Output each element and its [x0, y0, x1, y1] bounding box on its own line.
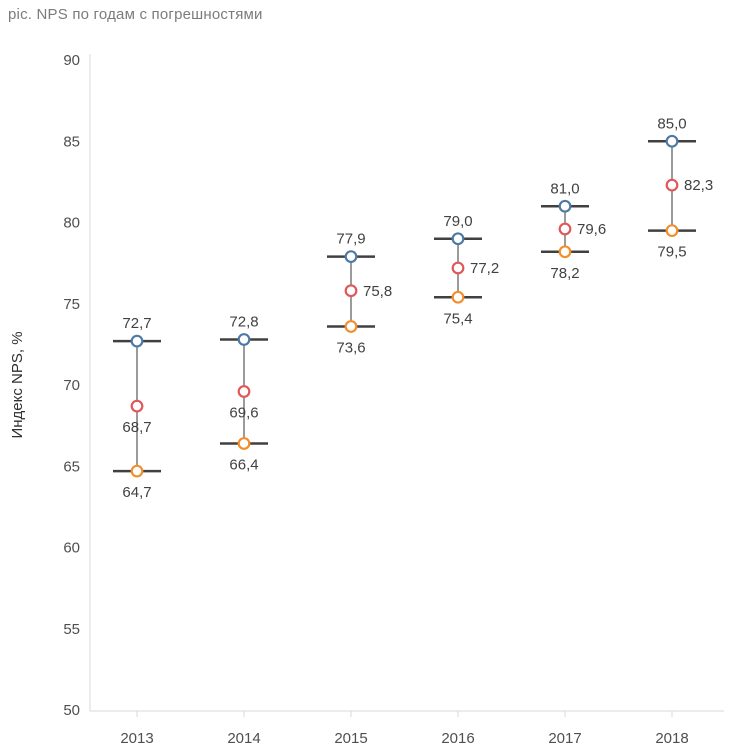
y-axis-title: Индекс NPS, %	[9, 331, 26, 438]
upper-bound-label: 72,7	[122, 315, 151, 332]
nps-midpoint-label: 75,8	[363, 283, 392, 300]
nps-midpoint-label: 79,6	[577, 221, 606, 238]
x-tick-label: 2018	[655, 730, 688, 747]
lower-bound-point	[130, 464, 144, 478]
lower-bound-point	[665, 224, 679, 238]
lower-bound-label: 79,5	[657, 244, 686, 261]
nps-midpoint-label: 69,6	[229, 405, 258, 422]
lower-bound-label: 78,2	[550, 265, 579, 282]
x-tick-label: 2014	[227, 730, 260, 747]
y-tick-label: 60	[63, 540, 80, 557]
lower-bound-label: 66,4	[229, 457, 258, 474]
chart-title: pic. NPS по годам с погрешностями	[8, 6, 263, 23]
lower-bound-label: 64,7	[122, 484, 151, 501]
nps-midpoint-point	[344, 284, 358, 298]
upper-bound-point	[451, 232, 465, 246]
upper-bound-point	[344, 250, 358, 264]
upper-bound-point	[237, 333, 251, 346]
x-tick-label: 2017	[548, 730, 581, 747]
y-tick-label: 65	[63, 458, 80, 475]
upper-bound-point	[558, 199, 572, 213]
lower-bound-label: 75,4	[443, 310, 472, 327]
nps-midpoint-point	[665, 178, 679, 192]
nps-midpoint-point	[451, 261, 465, 275]
nps-midpoint-point	[558, 222, 572, 236]
nps-midpoint-label: 77,2	[470, 260, 499, 277]
nps-midpoint-label: 68,7	[122, 419, 151, 436]
lower-bound-point	[344, 320, 358, 333]
lower-bound-point	[558, 245, 572, 259]
y-tick-label: 70	[63, 377, 80, 394]
lower-bound-point	[237, 437, 251, 450]
y-tick-label: 55	[63, 621, 80, 638]
upper-bound-label: 81,0	[550, 180, 579, 197]
upper-bound-label: 85,0	[657, 115, 686, 132]
lower-bound-point	[451, 290, 465, 304]
x-tick-label: 2016	[441, 730, 474, 747]
upper-bound-label: 77,9	[336, 231, 365, 248]
y-tick-label: 90	[63, 52, 80, 69]
upper-bound-label: 72,8	[229, 314, 258, 331]
upper-bound-point	[130, 334, 144, 348]
y-tick-label: 85	[63, 133, 80, 150]
nps-midpoint-label: 82,3	[684, 177, 713, 194]
upper-bound-label: 79,0	[443, 213, 472, 230]
lower-bound-label: 73,6	[336, 340, 365, 357]
nps-midpoint-point	[237, 385, 251, 398]
upper-bound-point	[665, 134, 679, 148]
y-tick-label: 80	[63, 215, 80, 232]
y-tick-label: 50	[63, 702, 80, 719]
x-tick-label: 2013	[120, 730, 153, 747]
nps-midpoint-point	[130, 399, 144, 413]
x-tick-label: 2015	[334, 730, 367, 747]
y-tick-label: 75	[63, 296, 80, 313]
